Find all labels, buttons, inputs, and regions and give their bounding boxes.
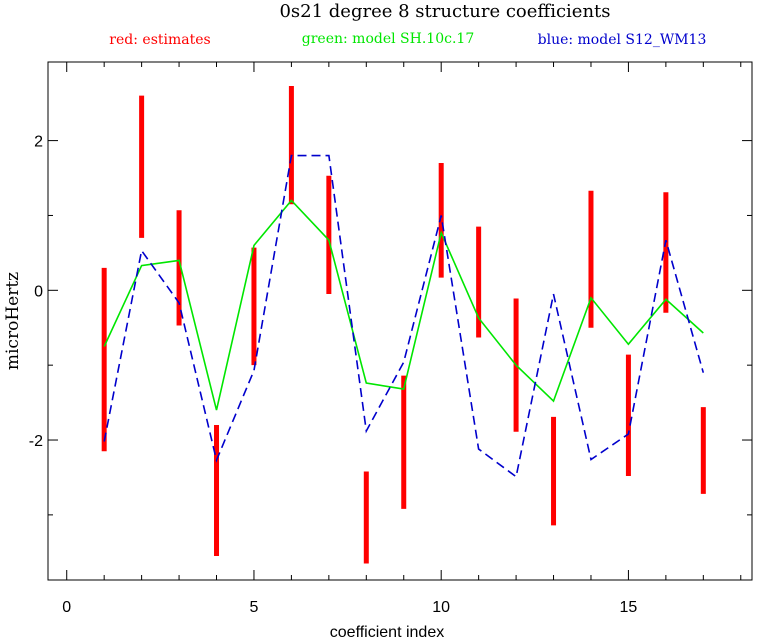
legend-model-sh10c17: green: model SH.10c.17 [302,31,474,47]
plot-frame [47,61,753,581]
y-tick-label: -2 [29,433,43,450]
x-tick-label: 0 [62,599,71,616]
y-axis-label: microHertz [3,272,23,370]
y-tick-label: 2 [34,134,43,151]
y-tick-label: 0 [34,283,43,300]
series-line-sh10c17 [103,199,704,411]
plot-area [101,85,706,564]
series-line-s12wm13 [103,154,705,479]
x-axis-label: coefficient index [330,624,444,641]
x-tick-label: 10 [432,599,450,616]
x-tick-label: 15 [620,599,638,616]
legend-model-s12wm13: blue: model S12_WM13 [538,32,707,48]
chart-title: 0s21 degree 8 structure coefficients [279,1,610,22]
x-tick-label: 5 [250,599,259,616]
legend-estimates: red: estimates [109,32,210,48]
